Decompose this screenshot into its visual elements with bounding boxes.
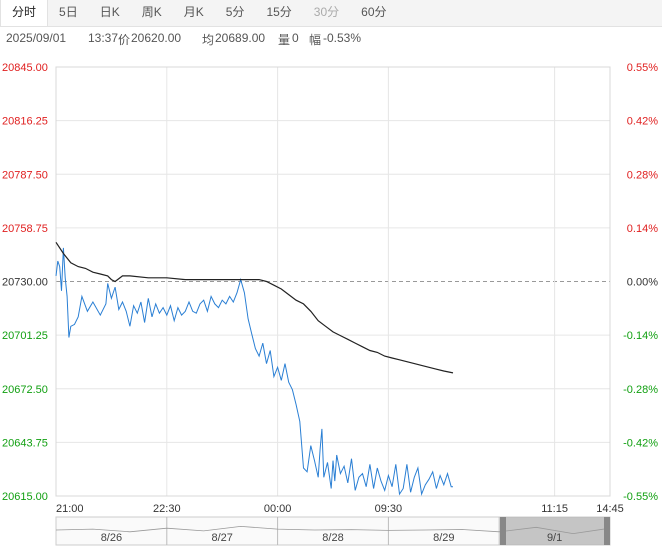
avg-label: 均 [202,33,215,47]
tab-4[interactable]: 月K [183,5,204,19]
tab-7[interactable]: 30分 [313,5,340,19]
period-tabs: 分时 5日 日K 周K 月K 5分 15分 30分 60分 [0,0,662,27]
avg-value: 20689.00 [215,31,266,45]
tab-6[interactable]: 15分 [266,5,292,19]
overview-handle-right [604,517,610,545]
y-tick-label: 20730.00 [2,277,48,289]
pct-tick-label: 0.00% [627,277,658,289]
x-tick-label: 14:45 [596,503,624,515]
pct-tick-label: -0.14% [623,330,658,342]
pct-tick-label: 0.42% [627,116,658,128]
price-value: 20620.00 [131,31,182,45]
volume-label: 量 [278,33,291,47]
x-tick-label: 11:15 [541,503,568,515]
x-tick-label: 21:00 [56,503,84,515]
price-line [55,247,453,497]
x-tick-label: 00:00 [264,503,292,515]
y-tick-label: 20643.75 [2,437,48,449]
quote-time: 13:37 [88,31,119,45]
pct-tick-label: -0.28% [623,384,658,396]
overview-date-label: 8/26 [101,532,122,544]
pct-tick-label: 0.14% [627,223,658,235]
tab-1[interactable]: 5日 [59,5,78,19]
y-tick-label: 20701.25 [2,330,48,342]
volume-value: 0 [292,31,299,45]
y-tick-label: 20787.50 [2,169,48,181]
price-label: 价 [118,33,131,47]
quote-info-bar: 2025/09/01 13:37 价 20620.00 均 20689.00 量… [0,31,662,49]
plot-frame [55,66,611,497]
quote-date: 2025/09/01 [6,31,67,45]
y-tick-label: 20615.00 [2,491,48,503]
pct-tick-label: 0.55% [627,62,658,74]
y-tick-label: 20816.25 [2,116,48,128]
x-tick-label: 09:30 [375,503,403,515]
overview-date-label: 8/28 [322,532,343,544]
pct-tick-label: 0.28% [627,169,658,181]
overview-handle-left [500,517,506,545]
tab-5[interactable]: 5分 [225,5,245,19]
tab-8[interactable]: 60分 [361,5,387,19]
change-value: -0.53% [323,31,362,45]
pct-tick-label: -0.55% [623,491,658,503]
change-label: 幅 [309,33,322,47]
tab-2[interactable]: 日K [99,5,120,19]
y-tick-label: 20845.00 [2,62,48,74]
overview-date-label: 8/27 [211,532,232,544]
overview-date-label: 9/1 [547,532,562,544]
y-tick-label: 20758.75 [2,223,48,235]
overview-trace [55,525,611,535]
y-tick-label: 20672.50 [2,384,48,396]
tab-3[interactable]: 周K [141,5,162,19]
tab-0[interactable]: 分时 [0,0,49,26]
overview-date-label: 8/29 [433,532,454,544]
x-tick-label: 22:30 [153,503,181,515]
average-line [55,241,454,374]
pct-tick-label: -0.42% [623,437,658,449]
